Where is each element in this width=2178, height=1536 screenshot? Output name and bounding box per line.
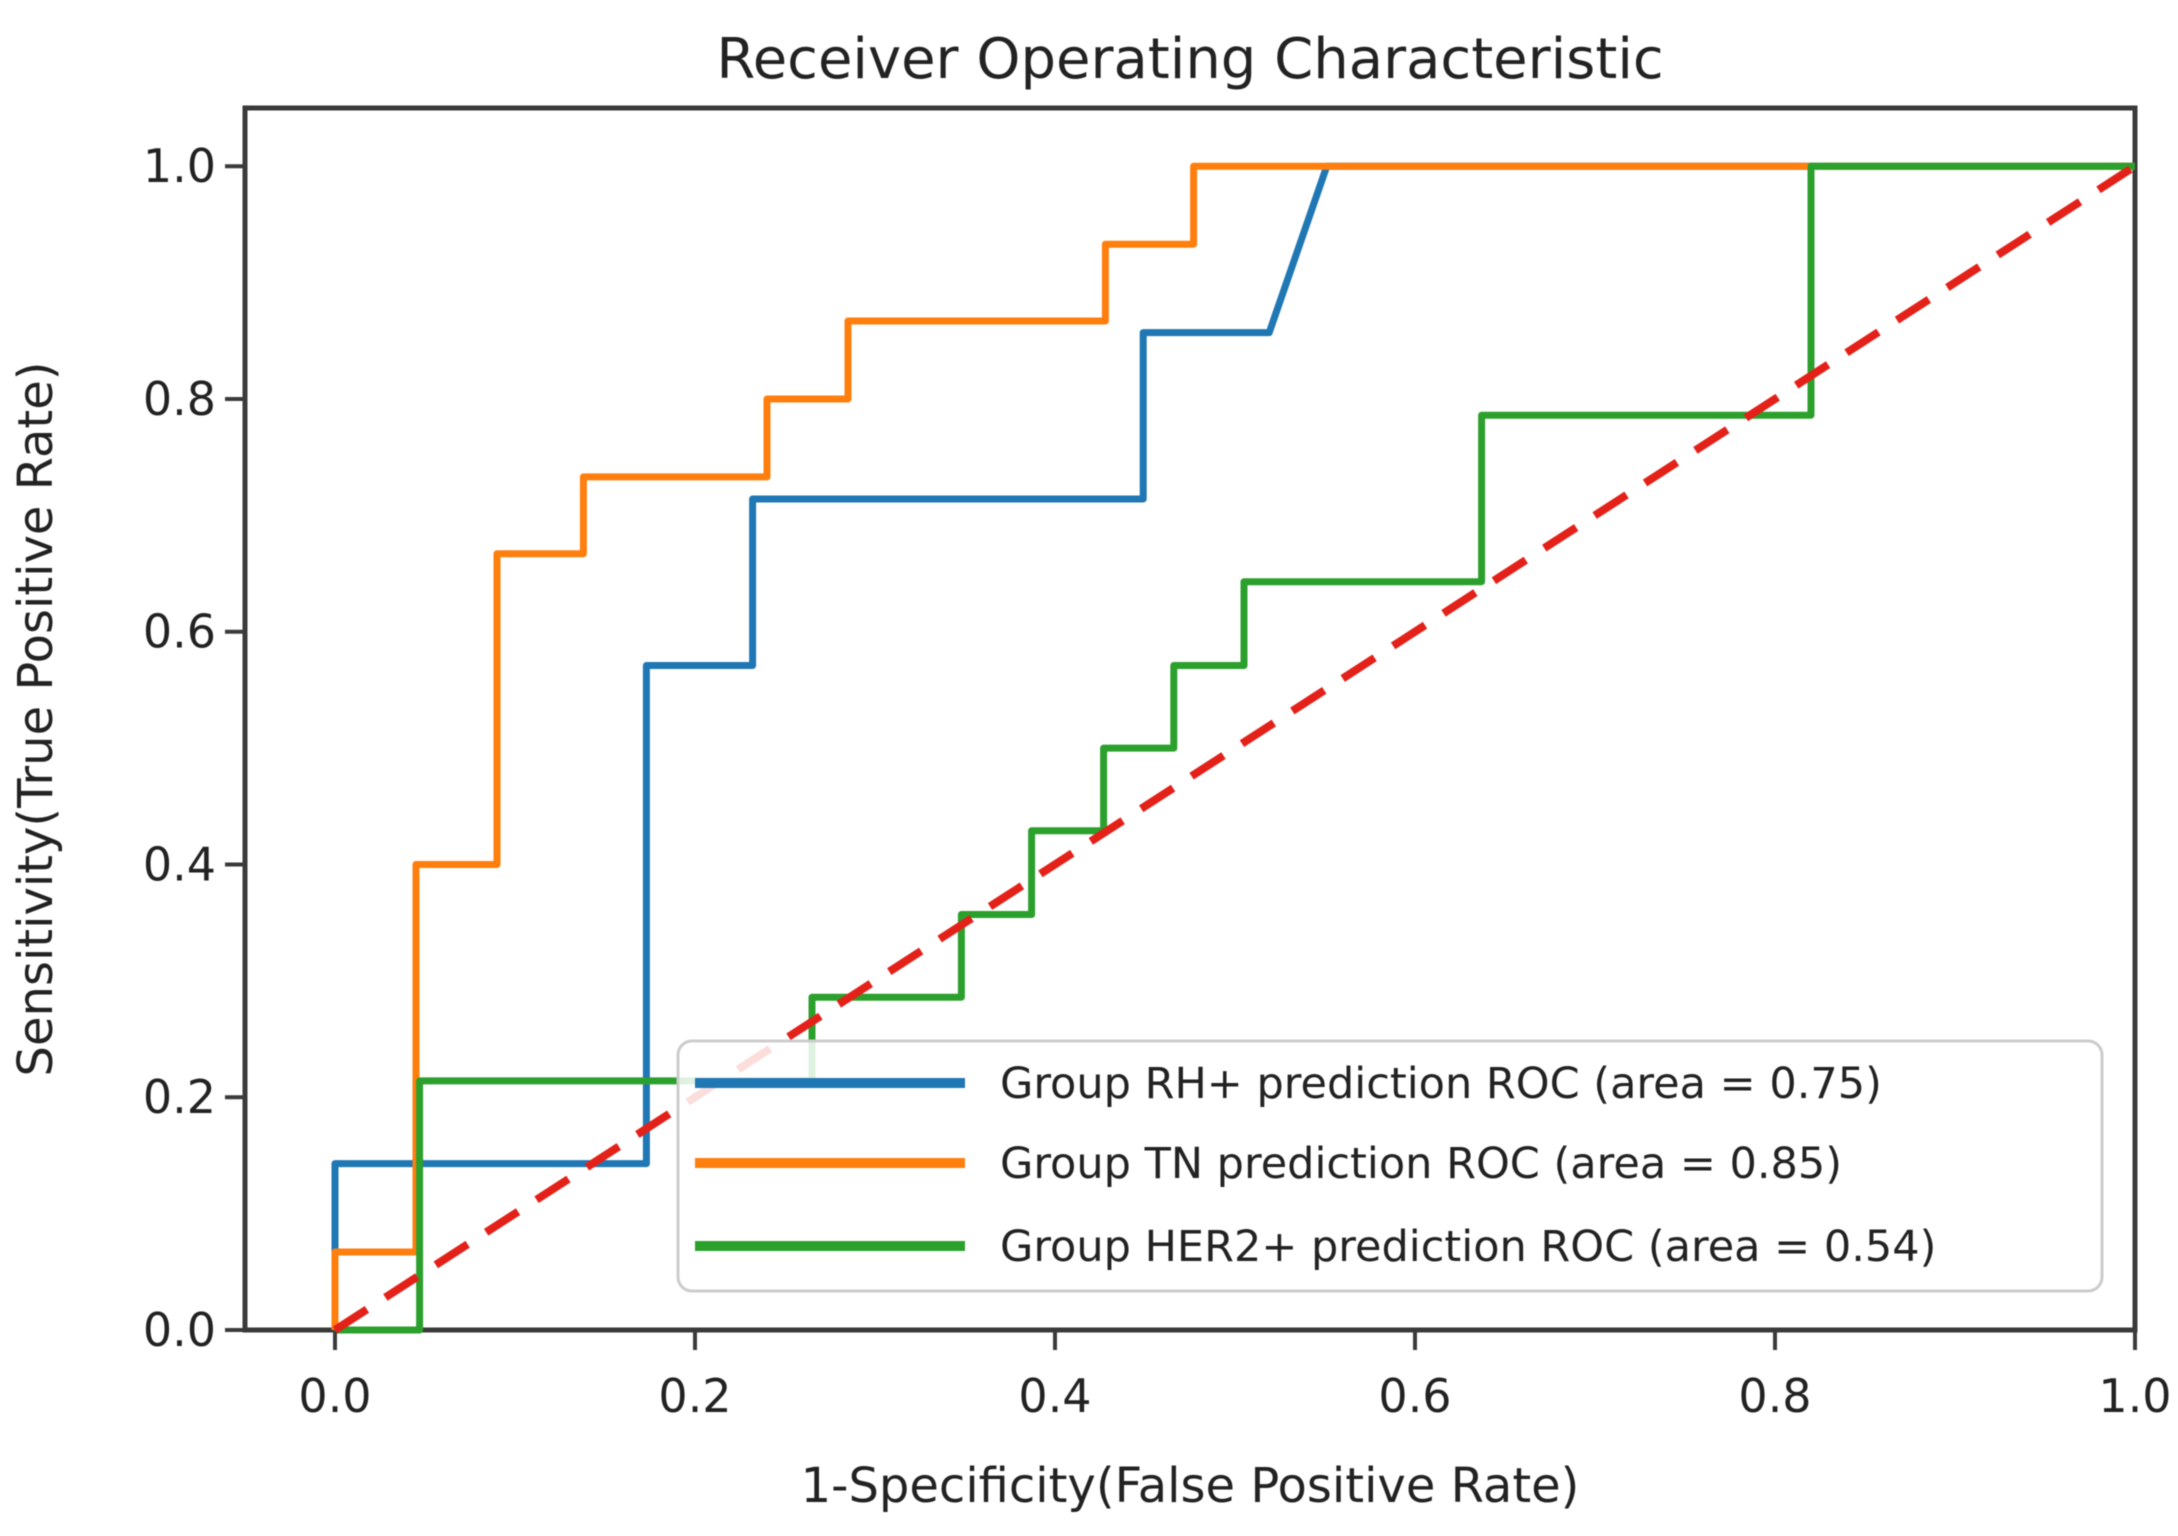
y-tick-label-0.0: 0.0 — [143, 1303, 216, 1357]
legend-rows: Group RH+ prediction ROC (area = 0.75) Gr… — [695, 1059, 1936, 1272]
legend-row-tn: Group TN prediction ROC (area = 0.85) — [695, 1139, 1842, 1189]
y-axis-label: Sensitivity(True Positive Rate) — [8, 362, 64, 1077]
legend: Group RH+ prediction ROC (area = 0.75) Gr… — [676, 1039, 2104, 1293]
y-tick-label-0.4: 0.4 — [143, 837, 216, 891]
y-tick-label-1.0: 1.0 — [143, 139, 216, 193]
legend-row-her2-plus: Group HER2+ prediction ROC (area = 0.54) — [695, 1222, 1936, 1272]
legend-label-her2-plus: Group HER2+ prediction ROC (area = 0.54) — [1000, 1222, 1936, 1272]
y-axis-ticks: 0.0 0.2 0.4 0.6 0.8 1.0 — [143, 139, 243, 1357]
x-tick-label-0.4: 0.4 — [1018, 1369, 1091, 1423]
roc-curve-tn — [331, 162, 2135, 1330]
y-tick-label-0.2: 0.2 — [143, 1070, 216, 1124]
x-axis-label: 1-Specificity(False Positive Rate) — [801, 1458, 1580, 1514]
x-tick-label-0.0: 0.0 — [298, 1369, 371, 1423]
chart-title: Receiver Operating Characteristic — [716, 27, 1663, 92]
x-axis-ticks: 0.0 0.2 0.4 0.6 0.8 1.0 — [298, 1332, 2172, 1423]
legend-row-rh-plus: Group RH+ prediction ROC (area = 0.75) — [695, 1059, 1882, 1109]
roc-curve-rh-plus — [331, 162, 2135, 1330]
x-tick-label-0.8: 0.8 — [1738, 1369, 1811, 1423]
x-tick-label-0.6: 0.6 — [1378, 1369, 1451, 1423]
legend-box — [676, 1039, 2104, 1293]
y-tick-label-0.8: 0.8 — [143, 372, 216, 426]
legend-label-rh-plus: Group RH+ prediction ROC (area = 0.75) — [1000, 1059, 1882, 1109]
legend-label-tn: Group TN prediction ROC (area = 0.85) — [1000, 1139, 1842, 1189]
x-tick-label-0.2: 0.2 — [658, 1369, 731, 1423]
y-tick-label-0.6: 0.6 — [143, 605, 216, 659]
x-tick-label-1.0: 1.0 — [2098, 1369, 2171, 1423]
